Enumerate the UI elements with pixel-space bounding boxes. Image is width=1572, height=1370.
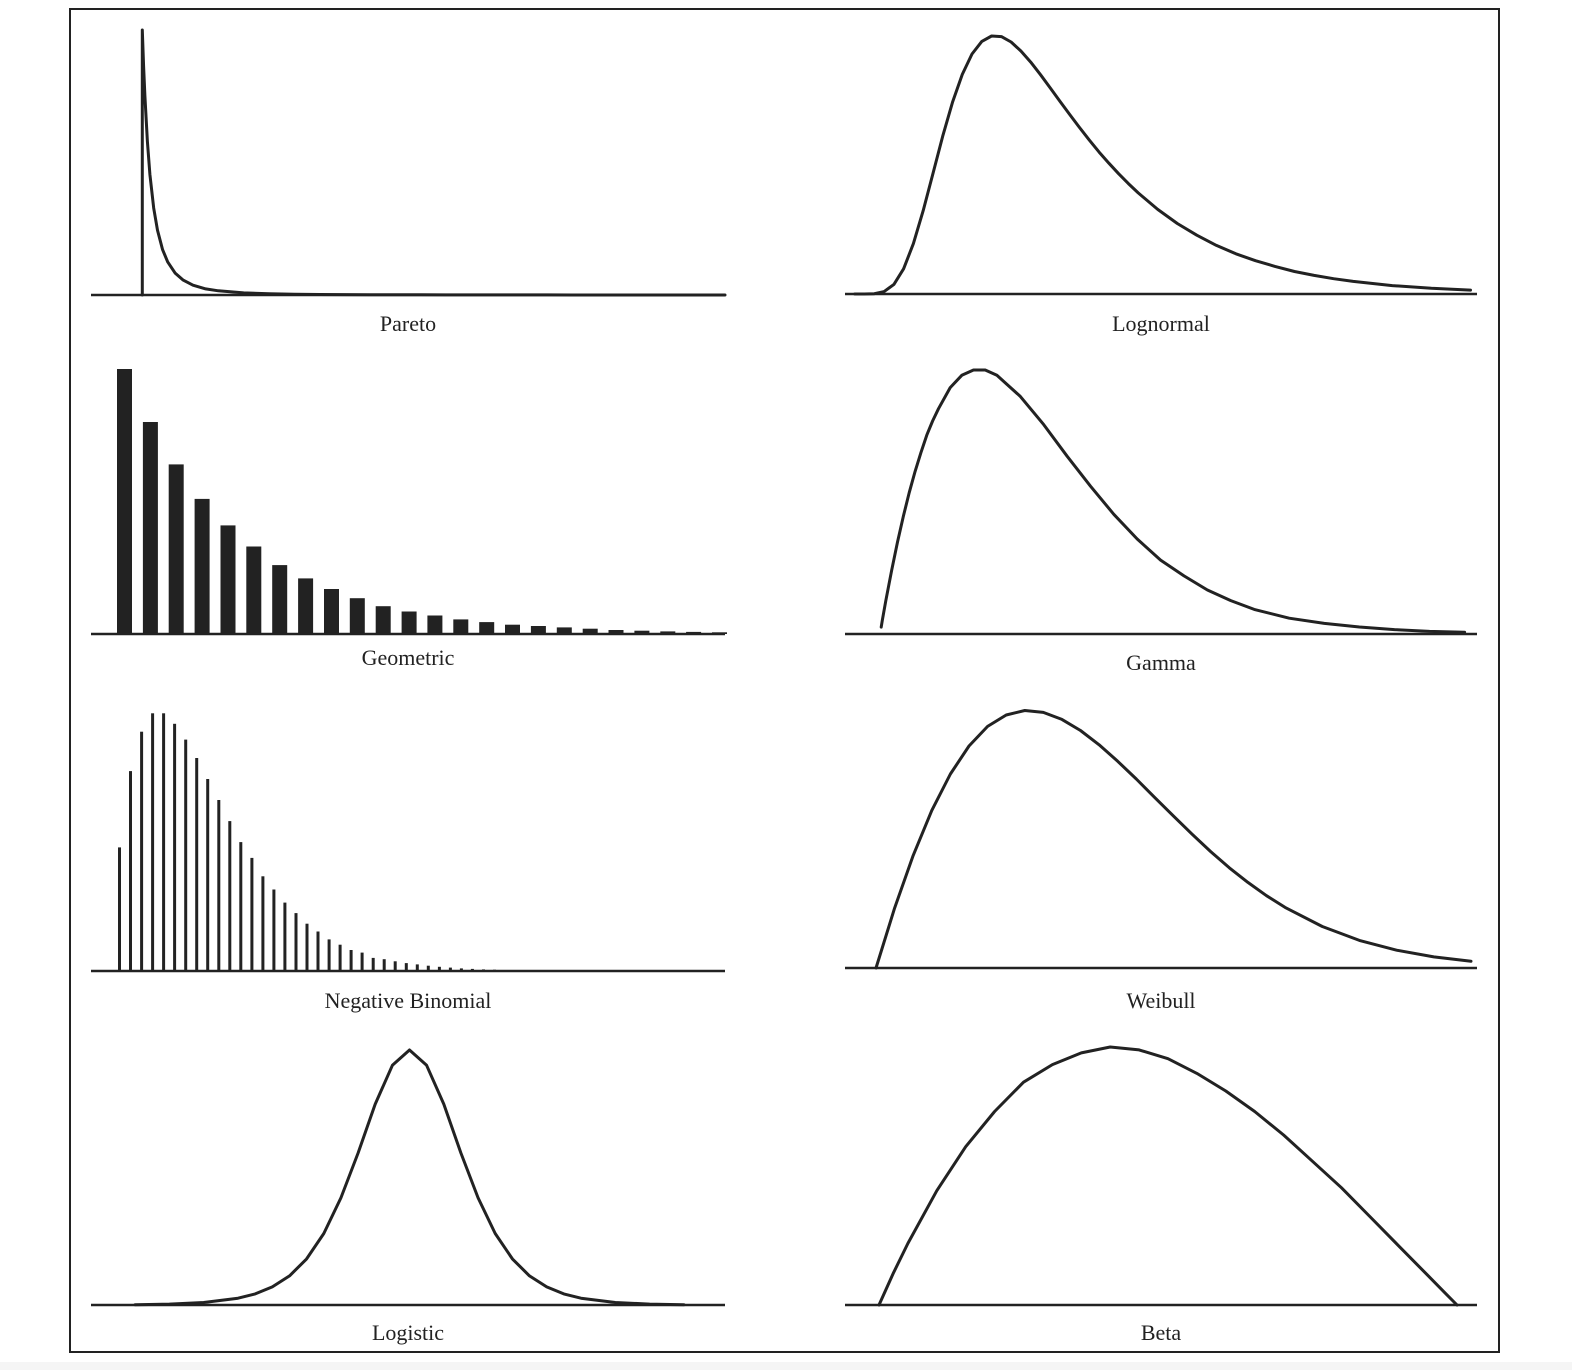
geometric-bar <box>556 627 572 634</box>
lognormal-caption: Lognormal <box>1112 311 1210 336</box>
geometric-bar <box>427 615 443 634</box>
negative-binomial-bar <box>360 952 364 971</box>
gamma-density-curve <box>879 368 1467 634</box>
weibull-caption: Weibull <box>1126 988 1195 1013</box>
geometric-bar <box>220 525 236 634</box>
geometric-bar <box>349 598 365 634</box>
geometric-bar <box>246 546 262 634</box>
panel-lognormal: Lognormal <box>845 34 1477 336</box>
negative-binomial-bar <box>151 713 155 971</box>
geometric-bar <box>375 606 391 634</box>
beta-density-curve <box>877 1045 1459 1307</box>
negative-binomial-bar <box>349 950 353 971</box>
logistic-caption: Logistic <box>372 1320 444 1345</box>
negative-binomial-bar <box>470 968 474 971</box>
negative-binomial-bar <box>316 931 320 971</box>
beta-caption: Beta <box>1141 1320 1182 1345</box>
negative-binomial-bar <box>448 967 452 971</box>
negative-binomial-bar <box>217 800 221 971</box>
negative-binomial-bar <box>493 969 496 971</box>
negative-binomial-bar <box>195 758 199 971</box>
panel-negative-binomial: Negative Binomial <box>91 713 725 1013</box>
pareto-density-curve <box>140 28 727 297</box>
figure-frame <box>69 8 1500 1353</box>
negative-binomial-bar <box>272 889 276 971</box>
geometric-bar <box>324 589 339 634</box>
negative-binomial-bar <box>129 771 132 971</box>
panel-pareto: Pareto <box>91 28 727 336</box>
panel-beta: Beta <box>845 1045 1477 1345</box>
geometric-bar <box>505 624 520 634</box>
geometric-bar <box>298 578 314 634</box>
geometric-bar <box>117 369 132 634</box>
geometric-bar <box>712 632 727 634</box>
geometric-caption: Geometric <box>362 645 455 670</box>
negative-binomial-bar <box>415 964 419 971</box>
negative-binomial-bar <box>206 779 210 971</box>
negative-binomial-bar <box>482 969 485 971</box>
negative-binomial-caption: Negative Binomial <box>325 988 492 1013</box>
geometric-bar <box>530 626 546 634</box>
negative-binomial-bar <box>327 939 331 971</box>
weibull-density-curve <box>874 709 1473 970</box>
negative-binomial-bar <box>228 821 232 971</box>
geometric-bar <box>142 422 158 634</box>
negative-binomial-bar <box>261 876 265 971</box>
negative-binomial-bar <box>404 963 408 971</box>
pareto-caption: Pareto <box>380 311 436 336</box>
negative-binomial-bar <box>294 913 298 971</box>
geometric-bar <box>479 622 495 634</box>
logistic-density-curve <box>133 1048 686 1307</box>
geometric-bar <box>453 619 469 634</box>
negative-binomial-bar <box>338 944 342 971</box>
negative-binomial-bar <box>459 968 463 971</box>
geometric-bar <box>401 611 417 634</box>
geometric-bar <box>272 565 288 634</box>
negative-binomial-bar <box>118 847 121 971</box>
geometric-bar <box>608 630 624 634</box>
negative-binomial-bar <box>140 731 144 971</box>
geometric-bar <box>582 628 598 634</box>
negative-binomial-bar <box>283 902 287 971</box>
negative-binomial-bar <box>162 713 166 971</box>
negative-binomial-bar <box>382 959 386 971</box>
lognormal-density-curve <box>853 34 1472 296</box>
negative-binomial-bar <box>426 965 430 971</box>
geometric-bar <box>660 631 676 634</box>
negative-binomial-bar <box>437 966 441 971</box>
negative-binomial-bar <box>173 723 177 971</box>
negative-binomial-bar <box>184 739 188 971</box>
panel-geometric: Geometric <box>91 369 727 670</box>
negative-binomial-bar <box>305 923 309 971</box>
geometric-bar <box>194 498 210 634</box>
geometric-bar <box>686 631 702 634</box>
panel-weibull: Weibull <box>845 709 1477 1013</box>
negative-binomial-bar <box>250 857 254 971</box>
panel-logistic: Logistic <box>91 1048 725 1345</box>
negative-binomial-bar <box>371 957 375 971</box>
negative-binomial-bar <box>393 961 397 971</box>
negative-binomial-bar <box>239 842 243 971</box>
page-bottom-strip <box>0 1362 1572 1370</box>
panel-gamma: Gamma <box>845 368 1477 675</box>
geometric-bar <box>168 464 184 634</box>
geometric-bar <box>634 630 650 634</box>
gamma-caption: Gamma <box>1126 650 1196 675</box>
